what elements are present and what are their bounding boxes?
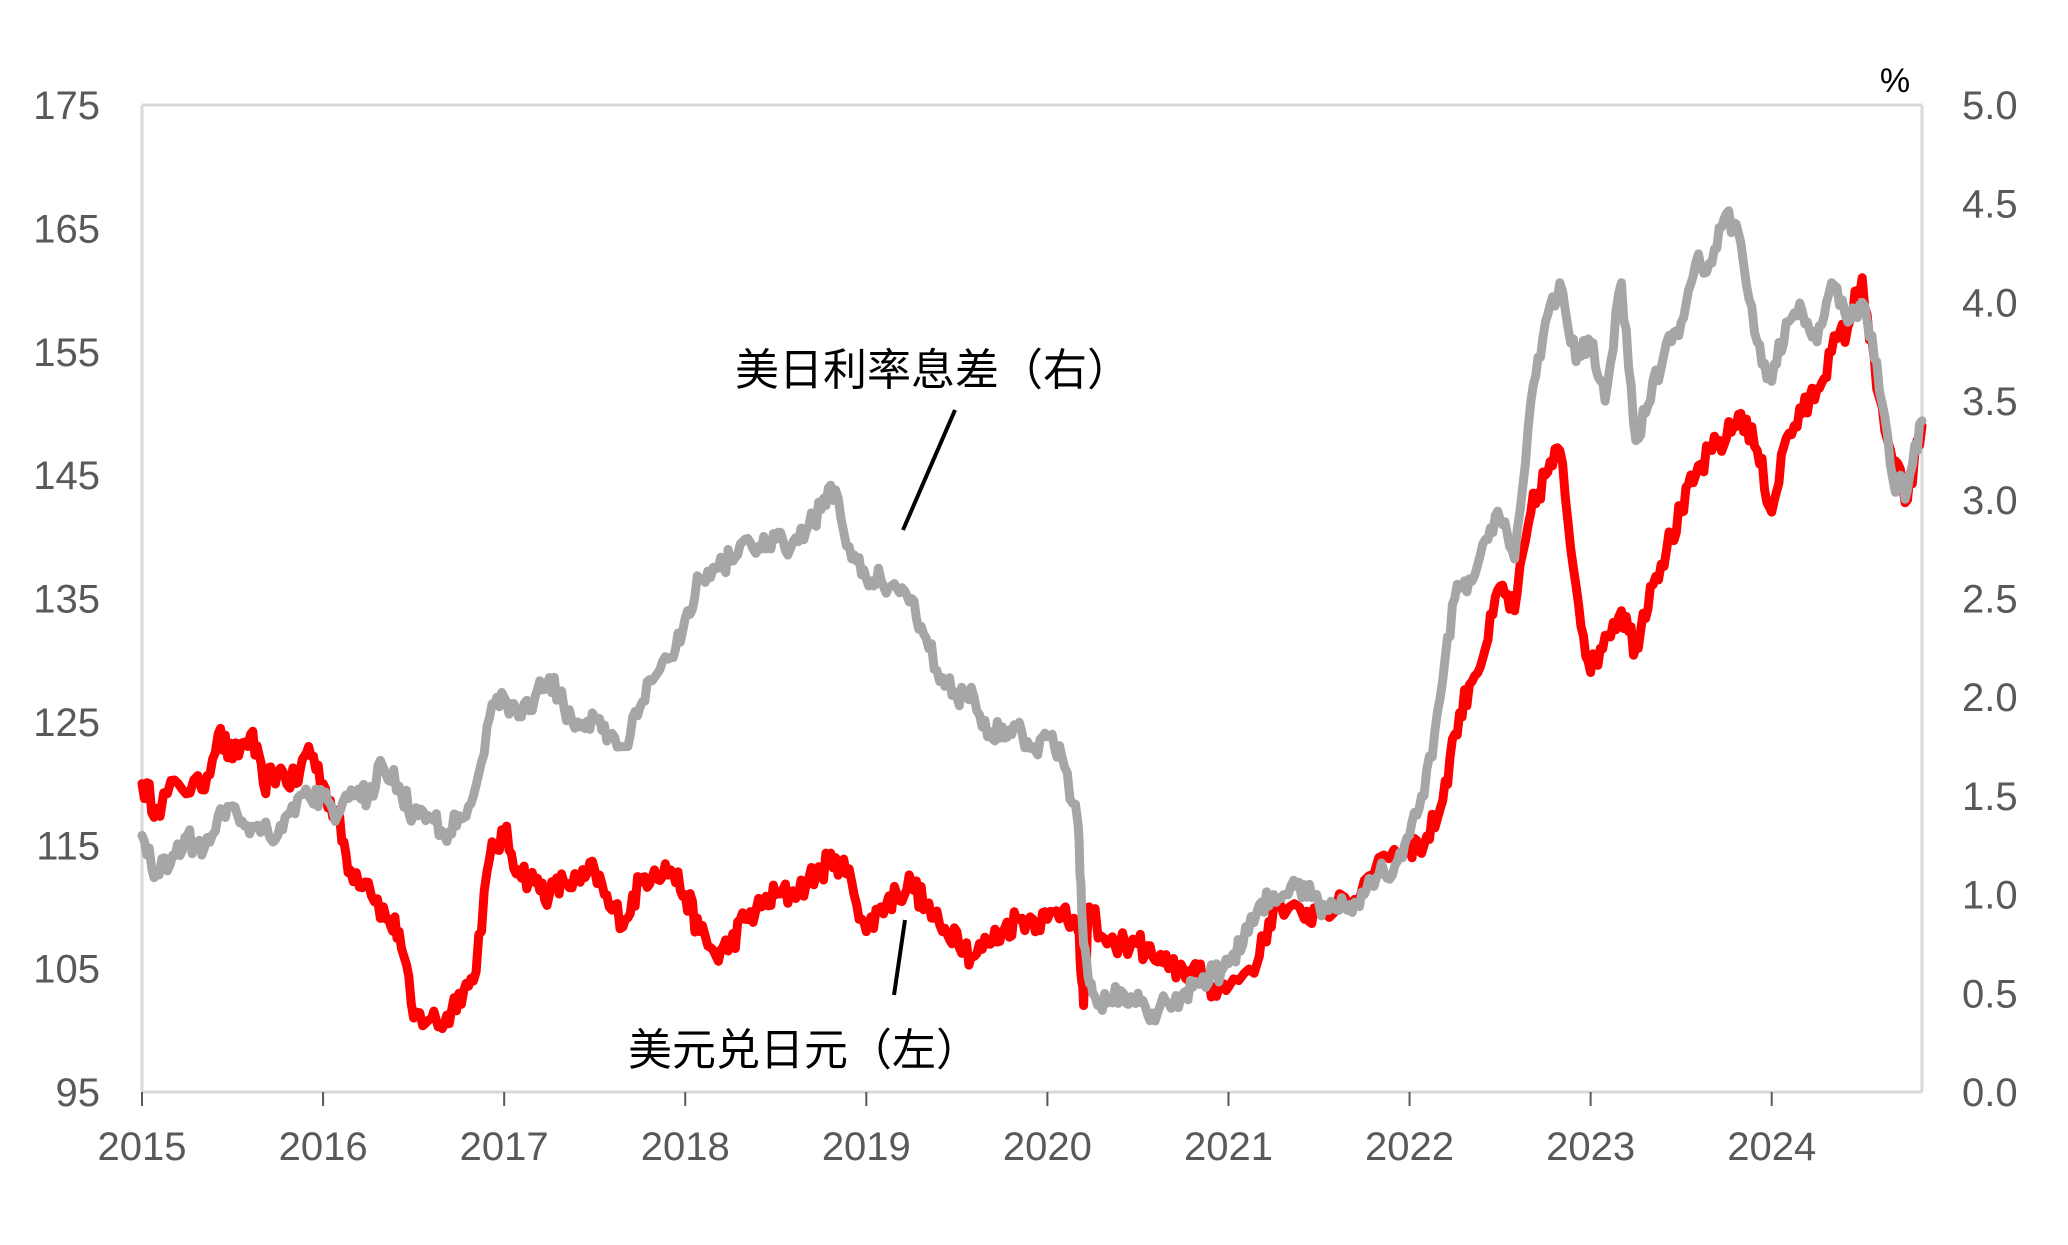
y-left-tick-label: 135 [33, 578, 100, 622]
y-left-tick-label: 155 [33, 331, 100, 375]
annotation-label-usdjpy: 美元兑日元（左） [628, 1025, 980, 1076]
x-tick-label: 2024 [1727, 1125, 1816, 1169]
y-left-tick-label: 105 [33, 948, 100, 992]
y-left-tick-label: 115 [36, 824, 100, 868]
y-right-tick-label: 5.0 [1962, 84, 2018, 128]
y-right-tick-label: 2.5 [1962, 578, 2018, 622]
x-tick-label: 2021 [1184, 1125, 1273, 1169]
x-tick-label: 2023 [1546, 1125, 1635, 1169]
x-tick-label: 2019 [822, 1125, 911, 1169]
x-tick-label: 2020 [1003, 1125, 1092, 1169]
series-group [137, 206, 1927, 1034]
y-left-tick-label: 95 [56, 1071, 101, 1115]
series-line-usdjpy [137, 273, 1927, 1034]
y-right-tick-label: 0.0 [1962, 1071, 2018, 1115]
y-left-tick-label: 175 [33, 84, 100, 128]
annotation-leader-rate-spread [901, 409, 957, 531]
x-tick-label: 2017 [460, 1125, 549, 1169]
y-right-tick-label: 1.5 [1962, 775, 2018, 819]
y-left-tick-label: 165 [33, 207, 100, 251]
y-right-tick-label: 0.5 [1962, 972, 2018, 1016]
series-line-rate-spread [137, 206, 1927, 1026]
y-left-tick-label: 145 [33, 454, 100, 498]
annotations: 美日利率息差（右） 美元兑日元（左） [628, 345, 1131, 1076]
y-right-tick-label: 1.0 [1962, 874, 2018, 918]
y-right-tick-label: 3.5 [1962, 380, 2018, 424]
y-right-unit-label: % [1880, 62, 1910, 100]
annotation-label-rate-spread: 美日利率息差（右） [735, 345, 1131, 396]
x-tick-label: 2015 [98, 1125, 187, 1169]
y-left-tick-label: 125 [33, 701, 100, 745]
x-tick-label: 2022 [1365, 1125, 1454, 1169]
axes: 95 105 115 125 135 145 155 165 175 0.0 0.5 1.0 1.5 2.… [33, 62, 2017, 1169]
y-right-tick-label: 3.0 [1962, 479, 2018, 523]
y-right-tick-label: 2.0 [1962, 676, 2018, 720]
x-tick-label: 2016 [279, 1125, 368, 1169]
y-right-tick-label: 4.5 [1962, 183, 2018, 227]
x-tick-label: 2018 [641, 1125, 730, 1169]
y-right-tick-label: 4.0 [1962, 281, 2018, 325]
annotation-leader-usdjpy [892, 919, 907, 996]
